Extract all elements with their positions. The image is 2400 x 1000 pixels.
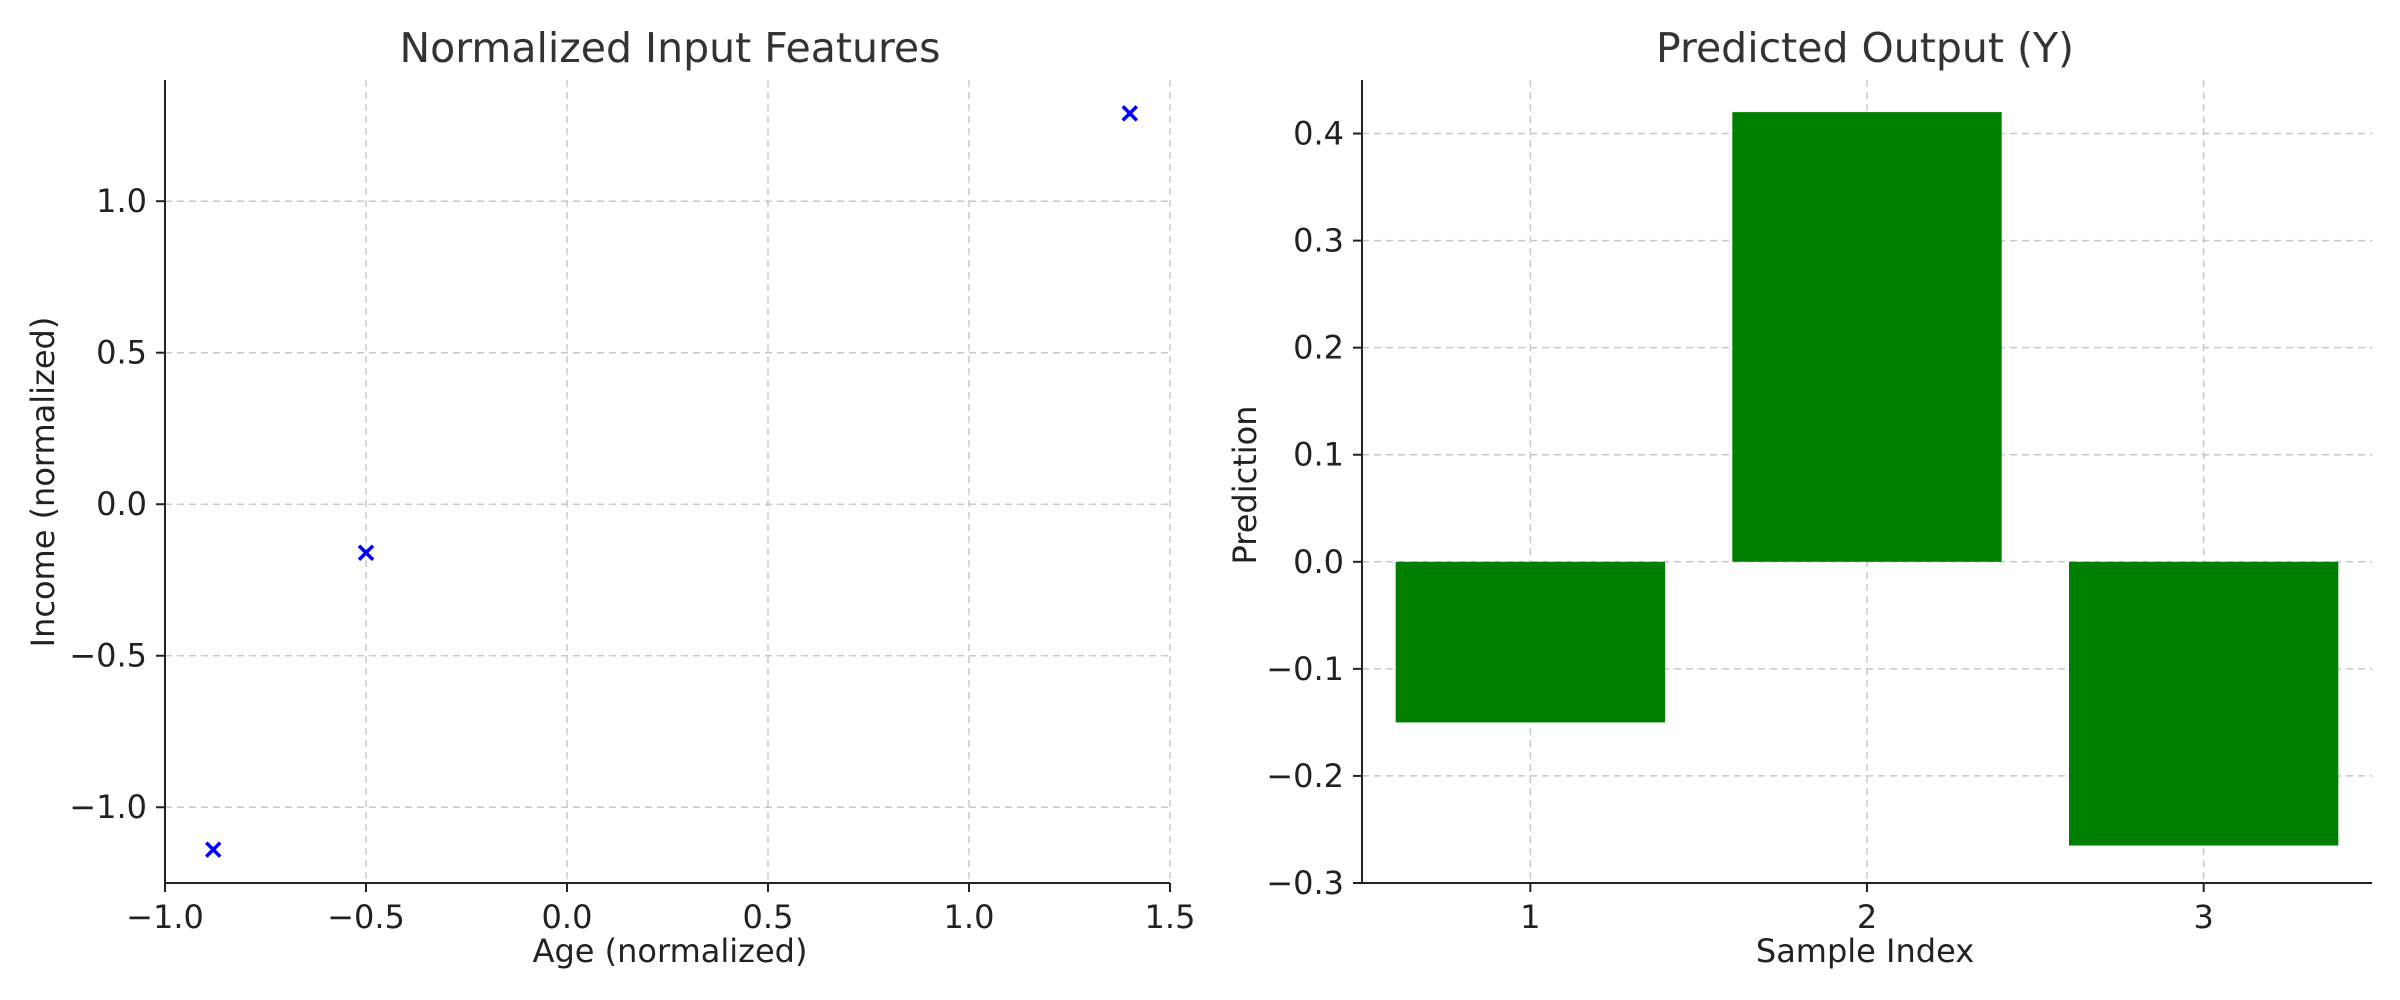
grid: [164, 80, 1171, 883]
y-tick-label: 0.1: [1293, 436, 1344, 474]
axes-spines: [164, 80, 1170, 884]
y-tick-label: 0.5: [96, 334, 147, 372]
x-tick-label: −0.5: [327, 898, 405, 936]
x-tick-label: 3: [2193, 898, 2213, 936]
chart-title: Predicted Output (Y): [1656, 24, 2074, 72]
y-axis-ticks: −0.3 −0.2 −0.1 0.0 0.1 0.2 0.3 0.4: [1266, 115, 1362, 902]
bar: [1395, 561, 1665, 723]
scatter-point: [1121, 105, 1139, 122]
y-tick-label: 0.0: [96, 485, 147, 523]
x-axis-ticks: 1 2 3: [1520, 883, 2214, 936]
y-tick-label: −0.1: [1266, 650, 1344, 688]
x-tick-label: 0.5: [743, 898, 794, 936]
y-axis-label: Prediction: [1226, 406, 1264, 565]
bar: [2069, 561, 2339, 846]
chart-title: Normalized Input Features: [399, 24, 940, 72]
bars: [1395, 112, 2339, 846]
point-stroke: [357, 544, 375, 561]
y-tick-label: 0.3: [1293, 222, 1344, 260]
x-tick-label: 2: [1857, 898, 1877, 936]
y-tick-label: 0.4: [1293, 115, 1344, 153]
point-stroke: [1121, 105, 1139, 122]
scatter-points: [205, 105, 1139, 858]
point-stroke: [205, 841, 222, 858]
bar: [1732, 112, 2002, 562]
y-tick-label: −0.2: [1266, 757, 1344, 795]
x-axis-label: Age (normalized): [533, 932, 808, 970]
y-axis-label: Income (normalized): [24, 317, 62, 648]
x-tick-label: 0.0: [542, 898, 593, 936]
y-tick-label: −1.0: [69, 788, 147, 826]
x-tick-label: 1.5: [1145, 898, 1196, 936]
y-tick-label: 0.2: [1293, 329, 1344, 367]
x-tick-label: −1.0: [126, 898, 204, 936]
x-tick-label: 1: [1520, 898, 1540, 936]
y-tick-label: 1.0: [96, 182, 147, 220]
y-tick-label: −0.3: [1266, 864, 1344, 902]
scatter-point: [357, 544, 375, 561]
bar-panel: Predicted Output (Y) 1 2 3 −0.3 −0.2 −0.1 0.0…: [1226, 24, 2372, 970]
scatter-panel: Normalized Input Features −1.0 −0.5 0.0 0.5…: [24, 24, 1195, 970]
scatter-point: [205, 841, 222, 858]
x-axis-ticks: −1.0 −0.5 0.0 0.5 1.0 1.5: [126, 883, 1195, 936]
y-tick-label: 0.0: [1293, 543, 1344, 581]
y-tick-label: −0.5: [69, 637, 147, 675]
y-axis-ticks: −1.0 −0.5 0.0 0.5 1.0: [69, 182, 165, 826]
x-tick-label: 1.0: [944, 898, 995, 936]
x-axis-label: Sample Index: [1756, 932, 1974, 970]
